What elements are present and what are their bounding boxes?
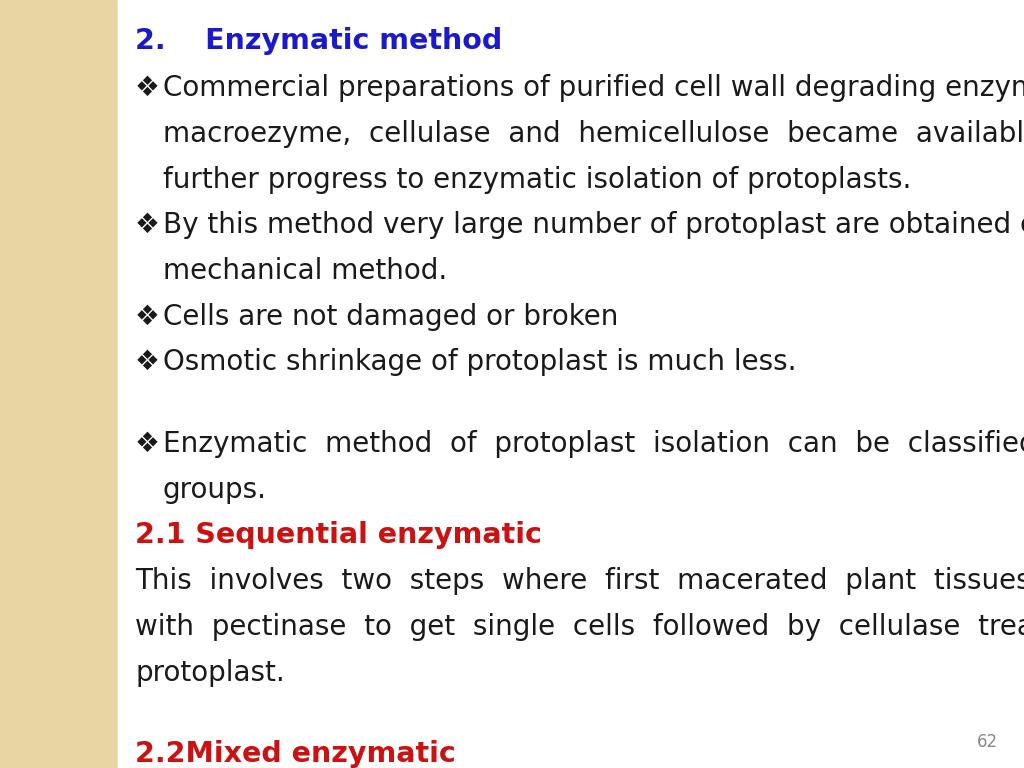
Text: ❖: ❖ (135, 211, 160, 239)
Text: ❖: ❖ (135, 303, 160, 330)
Text: macroezyme,  cellulase  and  hemicellulose  became  available  that  gave: macroezyme, cellulase and hemicellulose … (163, 120, 1024, 147)
Text: Cells are not damaged or broken: Cells are not damaged or broken (163, 303, 618, 330)
Bar (118, 0, 1024, 768)
Text: 2.1 Sequential enzymatic: 2.1 Sequential enzymatic (135, 521, 542, 549)
Text: Commercial preparations of purified cell wall degrading enzymes such as: Commercial preparations of purified cell… (163, 74, 1024, 102)
Text: ❖: ❖ (135, 430, 160, 458)
Text: 62: 62 (977, 733, 998, 751)
Text: 2.2Mixed enzymatic: 2.2Mixed enzymatic (135, 740, 456, 768)
Text: with  pectinase  to  get  single  cells  followed  by  cellulase  treatment  to : with pectinase to get single cells follo… (135, 613, 1024, 641)
Text: mechanical method.: mechanical method. (163, 257, 447, 285)
Text: ❖: ❖ (135, 349, 160, 376)
Text: 2.    Enzymatic method: 2. Enzymatic method (135, 27, 503, 55)
Bar (0, 0, 118, 768)
Text: protoplast.: protoplast. (135, 658, 285, 687)
Text: This  involves  two  steps  where  first  macerated  plant  tissues  are  incuba: This involves two steps where first mace… (135, 567, 1024, 595)
Text: Enzymatic  method  of  protoplast  isolation  can  be  classified  into  two: Enzymatic method of protoplast isolation… (163, 430, 1024, 458)
Text: Osmotic shrinkage of protoplast is much less.: Osmotic shrinkage of protoplast is much … (163, 349, 797, 376)
Text: groups.: groups. (163, 476, 267, 504)
Text: By this method very large number of protoplast are obtained compared to: By this method very large number of prot… (163, 211, 1024, 239)
Text: further progress to enzymatic isolation of protoplasts.: further progress to enzymatic isolation … (163, 166, 911, 194)
Text: ❖: ❖ (135, 74, 160, 102)
